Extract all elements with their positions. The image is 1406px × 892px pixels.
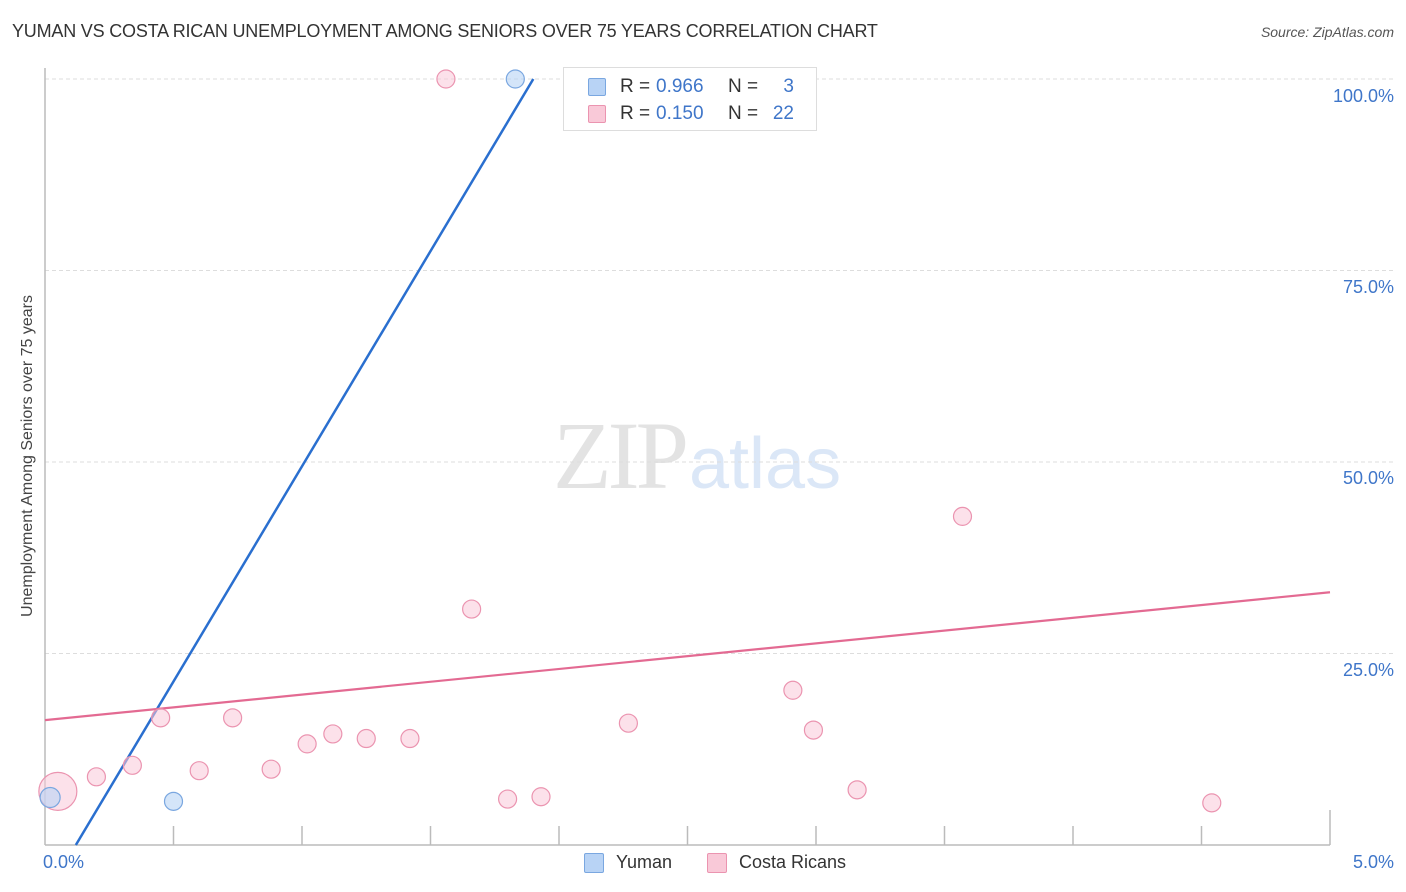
x-tick-5: 5.0% (1352, 852, 1394, 872)
yuman-point (39, 786, 61, 809)
r-label: R = (620, 76, 651, 97)
costa-ricans-point (189, 761, 209, 781)
costa-ricans-point (847, 780, 867, 800)
chart-title: YUMAN VS COSTA RICAN UNEMPLOYMENT AMONG … (12, 21, 878, 41)
points-yuman (39, 69, 525, 811)
stats-legend-row-yuman: R = 0.966 N = 3 (588, 75, 794, 99)
watermark-atlas: atlas (689, 424, 842, 504)
yuman-point (505, 69, 525, 89)
y-tick-50: 50.0% (1342, 468, 1394, 488)
costa-ricans-point (297, 734, 317, 754)
costa-ricans-point (618, 713, 638, 733)
costa-ricans-point (531, 787, 551, 807)
r-label: R = (620, 103, 651, 124)
gridlines (45, 78, 1395, 654)
y-tick-25: 25.0% (1342, 660, 1394, 680)
costa-ricans-point (803, 720, 824, 740)
legend-label: Yuman (616, 852, 673, 872)
costa-ricans-point (498, 789, 518, 809)
costa-ricans-trendline (44, 591, 1331, 722)
costa-ricans-point (223, 708, 243, 728)
watermark-zip: ZIP (553, 402, 689, 509)
costa-ricans-point (261, 759, 281, 779)
costa-ricans-point (783, 680, 803, 700)
r-value: 0.150 (656, 103, 704, 124)
costa-ricans-point (356, 728, 376, 749)
y-tick-75: 75.0% (1342, 277, 1394, 297)
n-label: N = (728, 76, 759, 97)
yuman-swatch (588, 78, 606, 96)
yuman-point (163, 791, 184, 811)
yuman-swatch (584, 852, 604, 873)
costa-ricans-point (436, 69, 456, 89)
costa-ricans-point (400, 728, 420, 749)
costa-ricans-point (122, 755, 142, 775)
costa-ricans-swatch (588, 105, 606, 123)
stats-legend-row-costa-ricans: R = 0.150 N = 22 (588, 102, 794, 126)
n-value: 22 (772, 103, 794, 124)
y-axis-label: Unemployment Among Seniors over 75 years (19, 295, 36, 617)
n-value: 3 (783, 76, 794, 97)
costa-ricans-point (323, 724, 343, 744)
costa-ricans-point (462, 599, 482, 619)
r-value: 0.966 (656, 76, 704, 97)
axes (44, 68, 1331, 846)
costa-ricans-point (952, 506, 973, 526)
y-tick-100: 100.0% (1332, 86, 1394, 106)
source-credit: Source: ZipAtlas.com (1260, 24, 1394, 40)
costa-ricans-swatch (707, 852, 727, 873)
legend-item-costa-ricans[interactable]: Costa Ricans (707, 852, 846, 873)
points-costa-ricans (38, 69, 1222, 813)
x-tick-0: 0.0% (43, 852, 85, 872)
costa-ricans-point (1202, 793, 1222, 813)
costa-ricans-point (86, 767, 107, 787)
zipatlas-watermark: ZIPatlas (553, 400, 841, 511)
legend-label: Costa Ricans (739, 852, 847, 872)
costa-ricans-point (151, 708, 171, 728)
legend-item-yuman[interactable]: Yuman (584, 852, 672, 873)
stats-legend: R = 0.966 N = 3 R = 0.150 N = 22 (563, 67, 817, 131)
n-label: N = (728, 103, 759, 124)
